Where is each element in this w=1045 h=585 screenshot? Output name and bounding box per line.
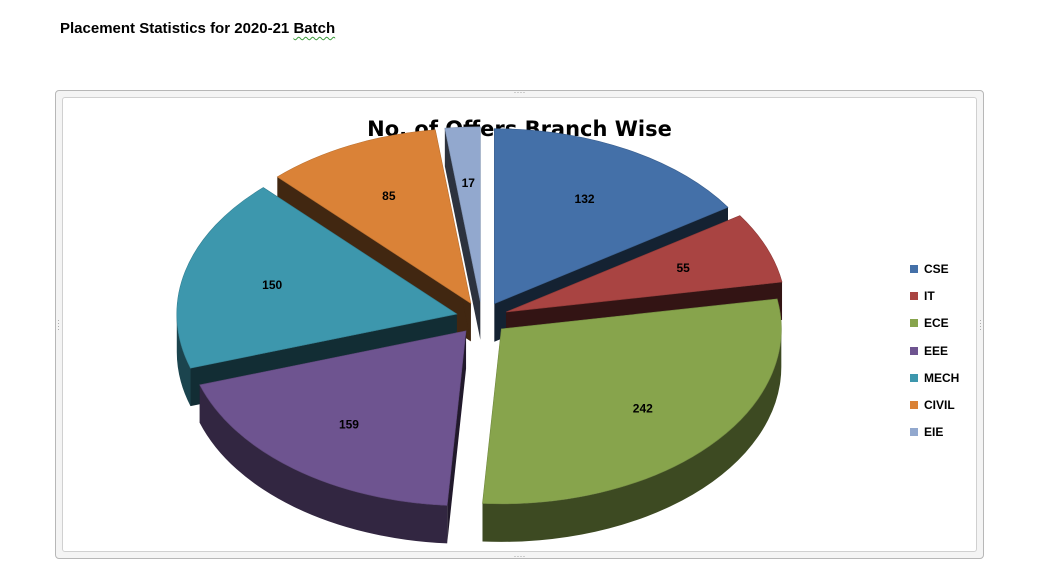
resize-handle-left[interactable]: ····: [54, 318, 64, 331]
legend-label-eee: EEE: [924, 343, 949, 358]
pie-slice-wall-ece-0: [482, 328, 782, 542]
chart-legend: CSE IT ECE EEE MECH CIVIL EIE: [910, 255, 959, 446]
data-label-eie: 17: [462, 176, 476, 190]
legend-label-cse: CSE: [924, 261, 949, 276]
legend-item-it: IT: [910, 282, 959, 309]
page-heading: Placement Statistics for 2020-21 Batch: [60, 20, 335, 37]
legend-label-mech: MECH: [924, 370, 960, 385]
legend-swatch-mech: [910, 373, 918, 382]
pie-slice-civil: [276, 129, 472, 304]
legend-label-ece: ECE: [924, 316, 949, 331]
legend-item-ece: ECE: [910, 310, 959, 337]
pie-top-layer: [176, 126, 783, 506]
legend-swatch-cse: [910, 264, 918, 273]
legend-swatch-ece: [910, 319, 918, 328]
pie-slice-eee: [199, 330, 467, 506]
pie-slice-wall-eee-0: [199, 384, 448, 544]
data-label-mech: 150: [262, 278, 282, 292]
resize-handle-bottom[interactable]: ····: [513, 551, 526, 561]
legend-swatch-eee: [910, 346, 918, 355]
pie-slice-wall-mech-0: [176, 314, 191, 407]
page-heading-text: Placement Statistics for 2020-21: [60, 20, 294, 37]
pie-slice-cse: [494, 128, 729, 305]
data-label-eee: 159: [339, 418, 359, 432]
legend-label-eie: EIE: [924, 425, 944, 440]
pie-slice-eie: [444, 126, 481, 302]
pie-slice-it: [506, 215, 783, 313]
resize-handle-right[interactable]: ····: [976, 318, 986, 331]
legend-swatch-it: [910, 291, 918, 300]
data-label-civil: 85: [382, 189, 396, 203]
pie-slice-face-eie-0: [444, 128, 481, 340]
data-label-cse: 132: [575, 192, 595, 206]
pie-slice-ece: [482, 298, 782, 505]
pie-slice-face-eee-0: [447, 330, 467, 544]
pie-label-layer: 132 55 242 159 150 85 17: [262, 176, 690, 432]
resize-handle-top[interactable]: ····: [513, 87, 526, 97]
page-heading-flagged-word: Batch: [293, 20, 336, 37]
legend-swatch-civil: [910, 401, 918, 410]
legend-label-civil: CIVIL: [924, 398, 955, 413]
data-label-it: 55: [676, 261, 690, 275]
legend-item-mech: MECH: [910, 364, 959, 391]
legend-item-eee: EEE: [910, 337, 959, 364]
legend-item-eie: EIE: [910, 419, 959, 446]
legend-item-civil: CIVIL: [910, 391, 959, 418]
pie-slice-mech: [176, 187, 458, 369]
legend-label-it: IT: [924, 288, 935, 303]
legend-swatch-eie: [910, 428, 918, 437]
legend-item-cse: CSE: [910, 255, 959, 282]
data-label-ece: 242: [633, 401, 653, 415]
